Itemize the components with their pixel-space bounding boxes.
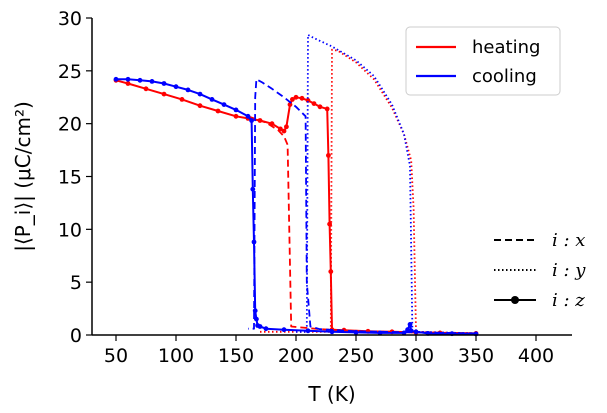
series-5-point — [209, 97, 215, 102]
series-2-point — [305, 98, 311, 103]
style-label-1: i : y — [552, 260, 586, 281]
series-2-point — [233, 113, 239, 119]
series-5-point — [401, 330, 407, 336]
y-tick-label: 30 — [58, 8, 82, 30]
series-line-5 — [116, 78, 477, 335]
series-2-point — [257, 118, 263, 123]
ticks-layer: 50 100 150 200 250 300 350 400 0 5 10 15 20 25 30 — [58, 8, 554, 367]
series-5-point — [254, 316, 259, 322]
series-2-point — [293, 94, 299, 100]
legend-heating-cooling: heating cooling — [405, 26, 561, 96]
series-line-3 — [248, 78, 477, 335]
legend-component-styles: i : x i : y i : z — [494, 230, 586, 311]
series-2-point — [161, 91, 167, 97]
series-2-point — [290, 97, 295, 102]
x-tick-label: 250 — [338, 345, 374, 367]
series-2-point — [299, 95, 305, 101]
x-tick-label: 200 — [278, 345, 314, 367]
series-2-point — [269, 121, 275, 127]
series-2-point — [324, 106, 330, 112]
legend-box — [405, 26, 561, 96]
series-5-point — [221, 102, 227, 107]
x-tick-label: 100 — [158, 345, 194, 367]
series-layer — [113, 34, 479, 337]
series-5-point — [197, 91, 203, 97]
series-5-point — [137, 77, 143, 83]
series-5-point — [113, 76, 119, 82]
series-5-point — [251, 239, 257, 245]
series-2-point — [197, 103, 203, 109]
series-2-point — [179, 97, 185, 102]
series-5-point — [161, 81, 167, 86]
series-5-point — [405, 327, 410, 333]
series-2-point — [317, 104, 323, 110]
series-5-point — [250, 186, 256, 192]
x-tick-label: 400 — [518, 345, 554, 367]
series-5-point — [255, 323, 260, 328]
legend-label-1: cooling — [472, 66, 537, 87]
series-5-point — [413, 329, 419, 335]
series-2-point — [125, 81, 131, 86]
x-tick-label: 150 — [218, 345, 254, 367]
series-5-point — [353, 330, 359, 335]
x-tick-label: 300 — [398, 345, 434, 367]
series-5-point — [245, 113, 251, 119]
x-tick-label: 350 — [458, 345, 494, 367]
x-axis-label: T (K) — [307, 382, 355, 406]
style-label-2: i : z — [552, 290, 585, 311]
series-line-2 — [115, 79, 477, 335]
series-2-point — [328, 269, 334, 274]
y-tick-label: 10 — [58, 219, 82, 241]
series-5-point — [233, 107, 239, 113]
style-swatch-marker — [511, 296, 519, 304]
series-5-point — [125, 76, 131, 82]
y-tick-label: 25 — [58, 61, 82, 83]
series-line-0 — [247, 115, 477, 335]
y-tick-label: 0 — [70, 325, 82, 347]
y-tick-label: 20 — [58, 114, 82, 136]
series-2-point — [287, 102, 293, 107]
series-5-point — [185, 87, 191, 93]
y-tick-label: 15 — [58, 167, 82, 189]
series-2-point — [215, 108, 221, 114]
series-5-point — [249, 118, 255, 123]
series-2-point — [284, 124, 289, 130]
y-tick-label: 5 — [70, 272, 82, 294]
series-2-point — [278, 126, 283, 132]
series-5-point — [408, 328, 414, 334]
series-2-point — [326, 153, 331, 158]
x-tick-label: 50 — [104, 345, 128, 367]
series-5-point — [252, 308, 258, 314]
series-5-point — [407, 322, 413, 327]
series-5-point — [263, 326, 269, 332]
series-2-point — [143, 86, 149, 92]
series-5-point — [377, 330, 383, 336]
legend-label-0: heating — [472, 37, 540, 58]
series-5-point — [281, 327, 287, 333]
series-2-point — [327, 221, 332, 227]
series-5-point — [149, 79, 155, 84]
series-5-point — [305, 328, 311, 334]
series-5-point — [329, 329, 335, 335]
style-label-0: i : x — [552, 230, 585, 251]
y-axis-label: |⟨P_i⟩| (μC/cm²) — [11, 101, 35, 252]
series-2-point — [281, 128, 287, 134]
series-2-point — [311, 101, 317, 106]
series-5-point — [173, 84, 179, 90]
series-line-1 — [260, 48, 477, 335]
